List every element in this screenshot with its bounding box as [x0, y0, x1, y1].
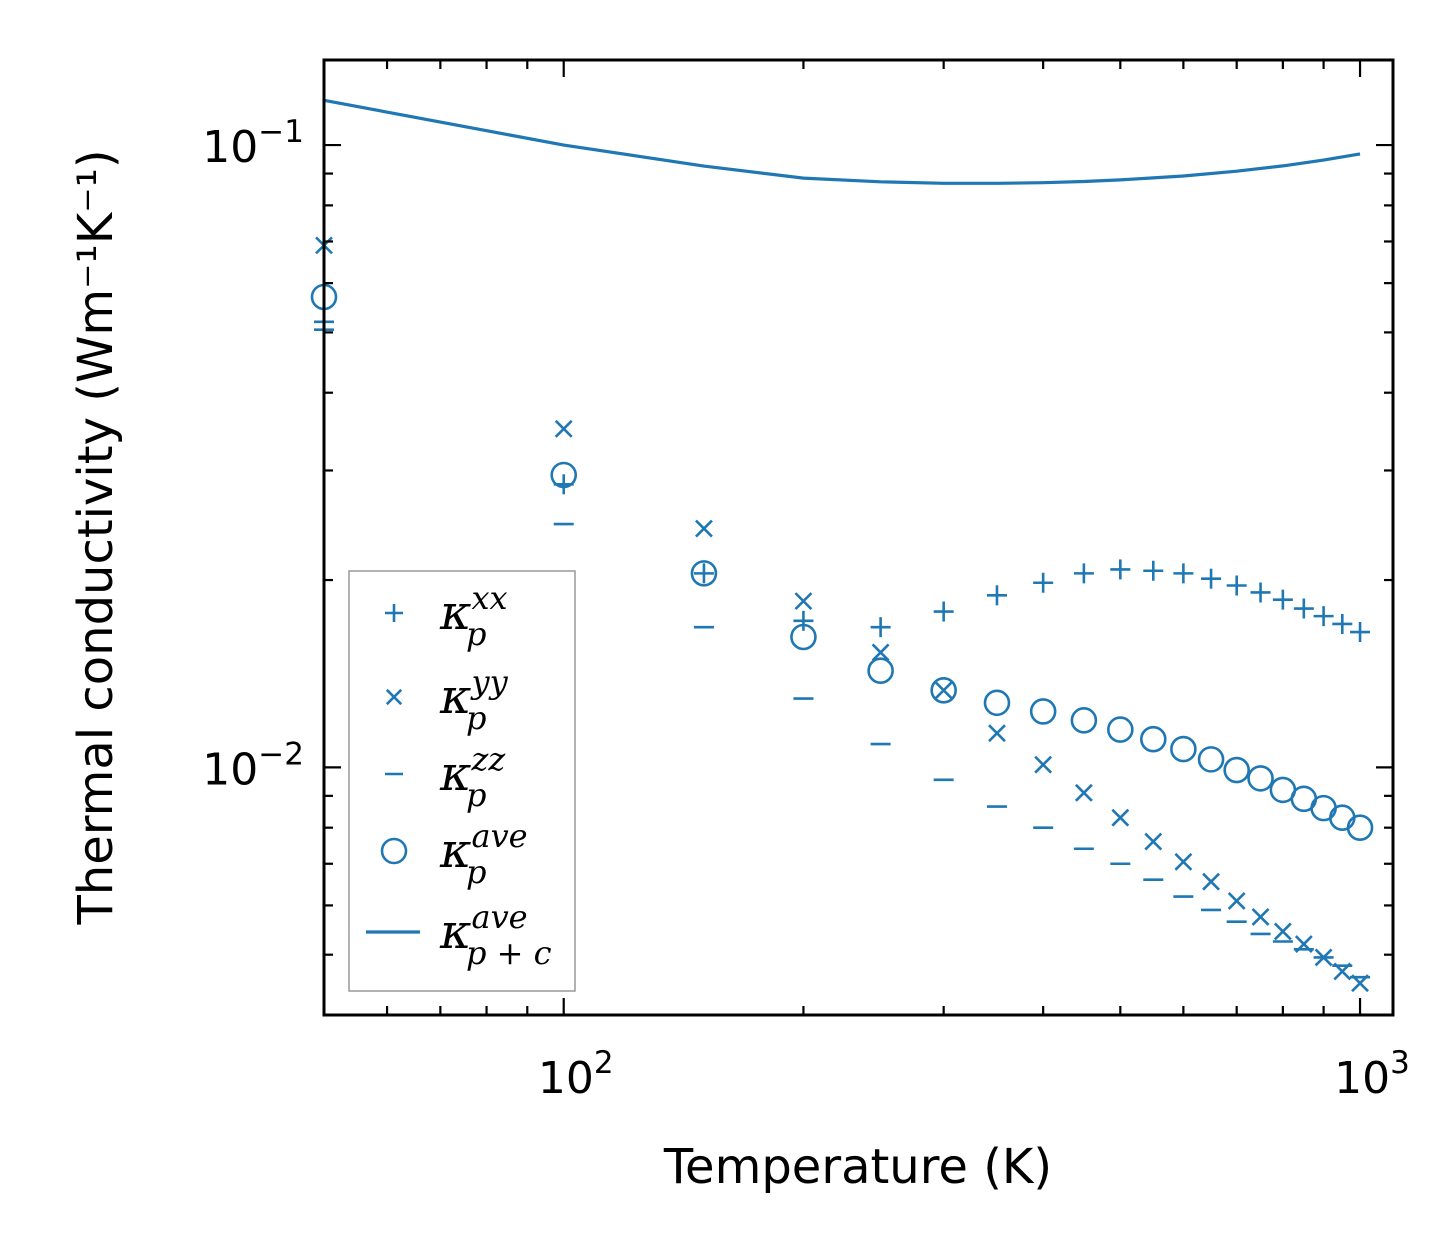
series-kappa_p^ave	[310, 283, 1374, 841]
y-axis-title: Thermal conductivity (Wm⁻¹K⁻¹)	[68, 149, 124, 925]
data-point-x	[1074, 783, 1093, 802]
plot-frame	[322, 58, 1395, 1017]
data-point-plus	[385, 604, 403, 622]
data-point-plus	[1350, 622, 1371, 643]
data-point-circle	[380, 837, 408, 865]
data-point-plus	[793, 610, 814, 631]
data-point-plus	[1250, 582, 1271, 603]
legend-item: κxx p	[385, 579, 508, 653]
data-point-plus	[1332, 613, 1353, 634]
data-point-x	[1034, 755, 1053, 774]
data-point-x	[1202, 872, 1220, 891]
x-tick-label: 103	[1334, 1045, 1410, 1104]
data-point-x	[1111, 808, 1130, 827]
data-point-circle	[1107, 716, 1134, 743]
data-point-x	[1251, 908, 1270, 926]
data-point-plus	[1033, 572, 1054, 593]
data-point-plus	[870, 617, 891, 638]
data-point-circle	[790, 623, 817, 651]
legend-label: κyy p	[439, 663, 509, 737]
data-point-x	[1144, 832, 1163, 851]
data-point-circle	[1310, 794, 1337, 822]
data-point-plus	[1201, 568, 1222, 589]
data-point-x	[385, 688, 403, 706]
y-tick-label: 10−2	[202, 736, 304, 795]
data-point-plus	[1073, 563, 1094, 584]
data-point-circle	[867, 657, 894, 685]
legend-item: κyy p	[385, 663, 509, 737]
legend-item: κzz p	[385, 740, 506, 814]
y-tick-label: 10−1	[202, 114, 304, 173]
data-point-circle	[1223, 756, 1250, 784]
data-point-circle	[1197, 746, 1225, 773]
data-point-x	[554, 419, 573, 438]
data-point-circle	[1247, 765, 1274, 792]
data-point-x	[871, 643, 890, 662]
series-kappa_p+c^ave	[323, 98, 1361, 185]
data-point-x	[1227, 892, 1246, 910]
y-axis: 10−2 10−1	[202, 114, 1393, 1017]
data-point-plus	[1110, 559, 1131, 580]
legend-box	[348, 570, 576, 992]
data-point-plus	[1143, 560, 1164, 581]
data-point-circle	[983, 689, 1011, 717]
data-point-circle	[930, 676, 957, 704]
data-point-plus	[1293, 598, 1314, 619]
data-point-x	[1273, 922, 1292, 941]
data-point-x	[988, 724, 1006, 743]
legend-label: κave p	[439, 817, 528, 891]
data-point-circle	[550, 461, 578, 489]
data-point-circle	[1029, 698, 1057, 725]
data-point-circle	[1328, 804, 1356, 832]
data-point-circle	[1346, 814, 1374, 841]
data-point-plus	[1173, 563, 1194, 584]
series-kappa_p^zz	[314, 328, 1371, 979]
data-point-circle	[690, 560, 718, 587]
x-axis-title: Temperature (K)	[663, 1139, 1052, 1195]
data-point-circle	[1139, 725, 1167, 753]
x-axis: 102 103	[385, 60, 1410, 1104]
legend-label: κxx p	[439, 579, 508, 653]
data-point-plus	[1272, 589, 1293, 610]
data-point-x	[695, 519, 713, 538]
plot-area	[310, 58, 1395, 1017]
legend-item: κave p	[380, 817, 528, 891]
legend-item: κave p + c	[366, 898, 552, 972]
series-kappa_p^xx	[314, 311, 1371, 643]
data-point-plus	[986, 585, 1007, 606]
legend-label: κave p + c	[439, 898, 552, 972]
data-point-x	[1174, 852, 1193, 871]
data-point-plus	[693, 563, 714, 584]
x-tick-label: 102	[538, 1045, 614, 1104]
data-point-plus	[933, 601, 954, 622]
data-point-plus	[1313, 606, 1334, 627]
data-point-circle	[1170, 735, 1197, 763]
data-point-x	[934, 681, 953, 700]
legend-label: κzz p	[439, 740, 506, 814]
data-point-plus	[1226, 575, 1247, 596]
data-point-x	[794, 592, 813, 611]
series-line	[323, 98, 1361, 185]
data-point-circle	[1070, 707, 1098, 734]
